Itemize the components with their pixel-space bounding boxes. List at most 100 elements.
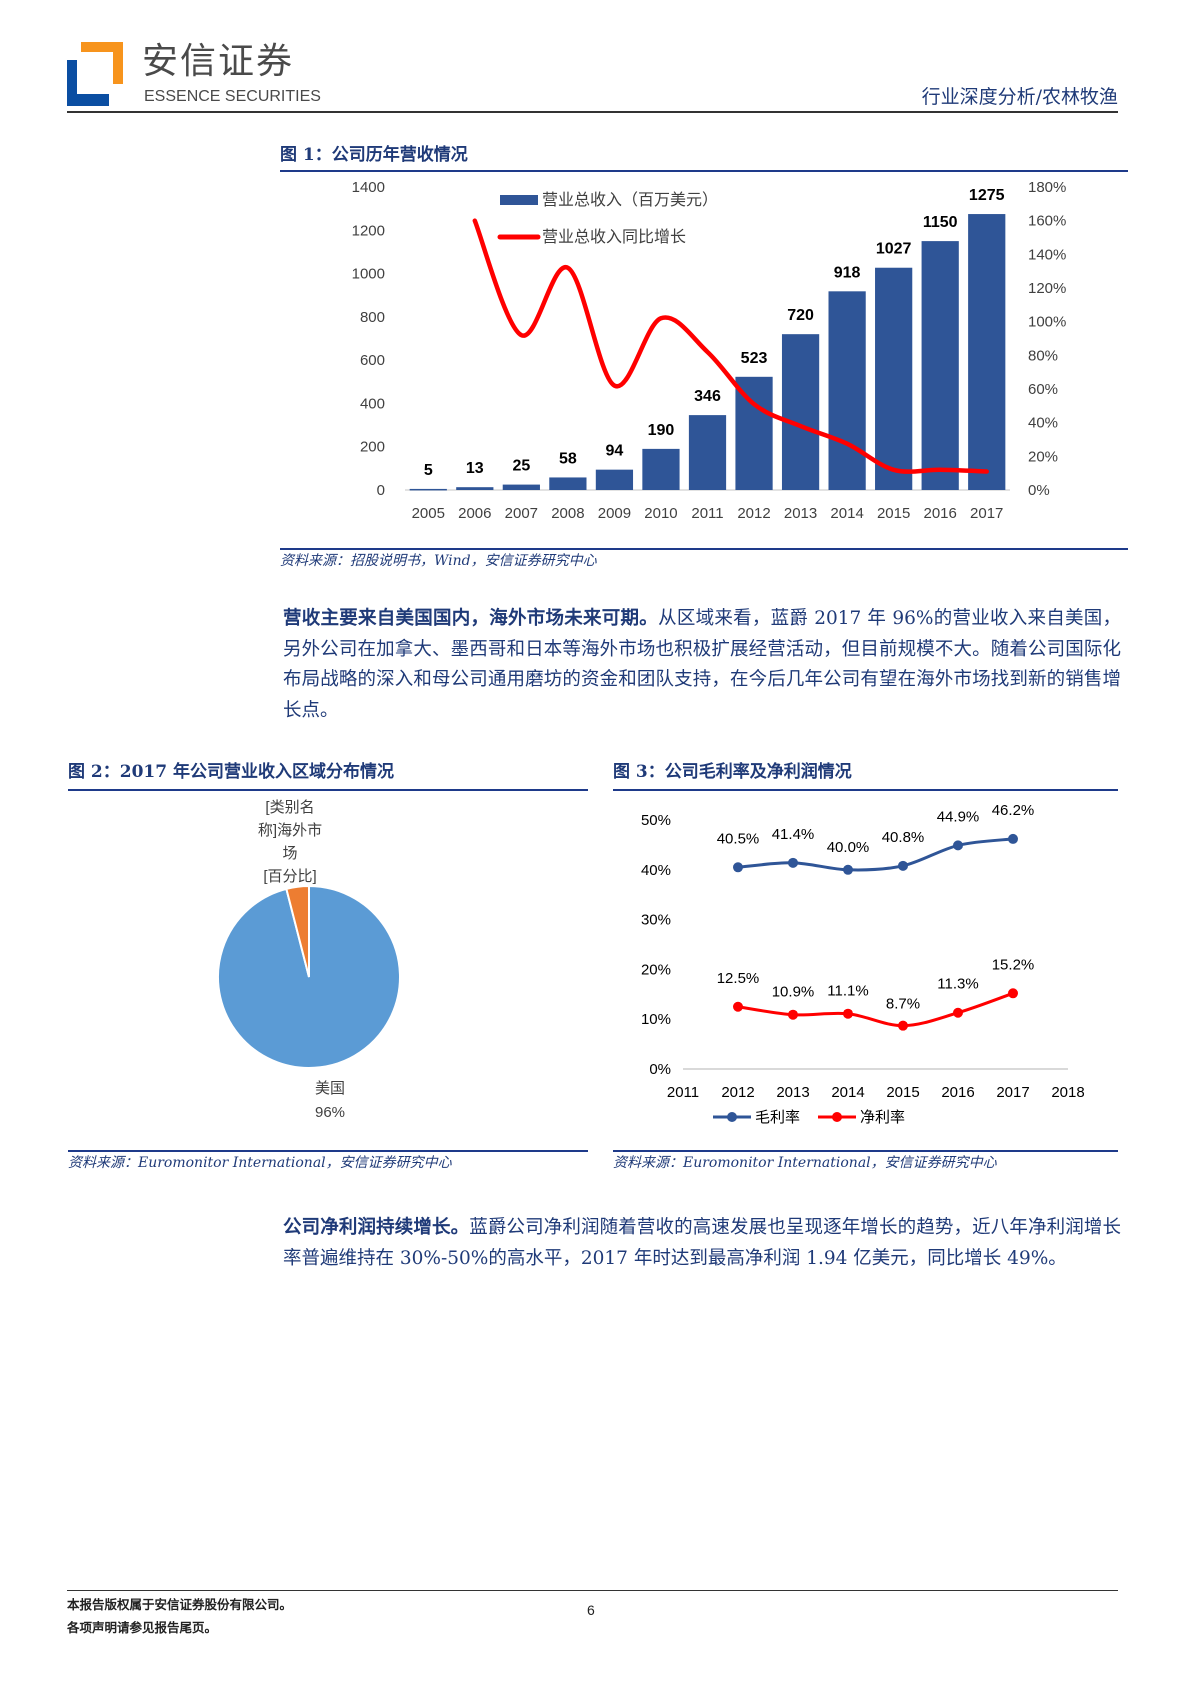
y2-tick-label: 80% bbox=[1028, 347, 1058, 364]
revenue-bar bbox=[875, 267, 913, 490]
data-point bbox=[843, 1008, 853, 1019]
bar-data-label: 58 bbox=[559, 450, 577, 467]
page-number: 6 bbox=[587, 1602, 595, 1618]
fig2-source: 资料来源：Euromonitor International，安信证券研究中心 bbox=[68, 1155, 452, 1171]
bar-data-label: 94 bbox=[606, 443, 624, 460]
logo-icon bbox=[67, 42, 123, 106]
fig1-title-rule bbox=[280, 170, 1128, 172]
x-tick-label: 2017 bbox=[996, 1084, 1029, 1101]
y2-tick-label: 120% bbox=[1028, 280, 1066, 297]
x-tick-label: 2013 bbox=[784, 505, 817, 522]
data-label: 40.0% bbox=[827, 839, 870, 856]
pie-label-overseas: [类别名 bbox=[265, 799, 314, 816]
y-tick-label: 1000 bbox=[352, 266, 385, 283]
y-tick-label: 800 bbox=[360, 309, 385, 326]
y-tick-label: 10% bbox=[641, 1011, 671, 1028]
bar-data-label: 5 bbox=[424, 462, 433, 479]
bar-data-label: 1027 bbox=[876, 241, 912, 258]
y-tick-label: 1400 bbox=[352, 179, 385, 196]
bar-data-label: 1150 bbox=[923, 214, 958, 231]
revenue-chart: 0 200 400 600 800 1000 1200 1400 0% 20% 40% 60% 80% 1… bbox=[352, 179, 1067, 522]
fig2-source-rule bbox=[68, 1150, 588, 1152]
growth-line bbox=[472, 218, 989, 474]
x-tick-label: 2015 bbox=[886, 1084, 919, 1101]
x-tick-label: 2008 bbox=[551, 505, 584, 522]
fig1-source: 资料来源：招股说明书，Wind，安信证券研究中心 bbox=[280, 553, 597, 569]
data-point bbox=[788, 857, 798, 868]
x-tick-label: 2005 bbox=[412, 505, 445, 522]
x-tick-label: 2010 bbox=[644, 505, 677, 522]
pie-value-us: 96% bbox=[315, 1104, 345, 1121]
revenue-bar bbox=[735, 376, 773, 490]
section-label: 行业深度分析/农林牧渔 bbox=[921, 86, 1118, 108]
y2-tick-label: 40% bbox=[1028, 415, 1058, 432]
x-tick-label: 2013 bbox=[776, 1084, 809, 1101]
legend-line-label: 营业总收入同比增长 bbox=[542, 228, 686, 246]
bar-data-label: 1275 bbox=[969, 187, 1005, 204]
x-tick-label: 2016 bbox=[941, 1084, 974, 1101]
bar-data-label: 13 bbox=[466, 460, 484, 477]
bar-data-label: 720 bbox=[787, 307, 814, 324]
x-tick-label: 2012 bbox=[737, 505, 770, 522]
x-tick-label: 2014 bbox=[830, 505, 863, 522]
legend-bar-swatch bbox=[500, 195, 538, 205]
revenue-bar bbox=[502, 484, 540, 490]
data-point bbox=[1008, 988, 1018, 999]
data-label: 8.7% bbox=[886, 996, 920, 1013]
y2-tick-label: 60% bbox=[1028, 381, 1058, 398]
x-tick-label: 2011 bbox=[667, 1084, 699, 1101]
x-tick-label: 2014 bbox=[831, 1084, 864, 1101]
footer-copyright: 本报告版权属于安信证券股份有限公司。 bbox=[67, 1597, 293, 1612]
pie-label-overseas: [百分比] bbox=[263, 868, 316, 885]
bar-data-label: 190 bbox=[648, 422, 675, 439]
data-label: 10.9% bbox=[772, 984, 815, 1001]
gross-margin-line bbox=[737, 837, 1014, 872]
pie-slice bbox=[285, 884, 310, 978]
y-tick-label: 0 bbox=[377, 482, 385, 499]
y-tick-label: 400 bbox=[360, 395, 385, 412]
revenue-bar bbox=[409, 488, 447, 491]
y-tick-label: 50% bbox=[641, 812, 671, 829]
legend-bar-label: 营业总收入（百万美元） bbox=[542, 191, 718, 209]
y2-tick-label: 100% bbox=[1028, 314, 1066, 331]
paragraph-2-lead: 公司净利润持续增长。 bbox=[283, 1217, 470, 1238]
bar-data-label: 918 bbox=[834, 264, 861, 281]
data-label: 11.3% bbox=[937, 976, 978, 993]
data-point bbox=[953, 840, 963, 851]
logo-text-en: ESSENCE SECURITIES bbox=[144, 88, 321, 105]
paragraph-1: 营收主要来自美国国内，海外市场未来可期。从区域来看，蓝爵 2017 年 96%的… bbox=[283, 604, 1121, 726]
bar-data-label: 346 bbox=[694, 388, 721, 405]
y2-tick-label: 180% bbox=[1028, 179, 1066, 196]
data-label: 44.9% bbox=[937, 808, 980, 825]
data-point bbox=[898, 860, 908, 871]
data-point bbox=[733, 1001, 743, 1012]
y2-tick-label: 20% bbox=[1028, 448, 1058, 465]
x-tick-label: 2007 bbox=[505, 505, 538, 522]
pie-label-us: 美国 bbox=[315, 1080, 345, 1097]
x-tick-label: 2018 bbox=[1051, 1084, 1084, 1101]
logo-text-cn: 安信证券 bbox=[142, 41, 295, 82]
pie-label-overseas: 称]海外市 bbox=[258, 822, 322, 839]
header-rule bbox=[67, 111, 1118, 113]
data-label: 46.2% bbox=[992, 802, 1035, 819]
data-point bbox=[788, 1009, 798, 1020]
x-tick-label: 2016 bbox=[924, 505, 957, 522]
footer-rule bbox=[67, 1590, 1118, 1591]
data-point bbox=[843, 864, 853, 875]
y-tick-label: 200 bbox=[360, 439, 385, 456]
y-tick-label: 1200 bbox=[352, 222, 385, 239]
x-tick-label: 2011 bbox=[691, 505, 723, 522]
data-point bbox=[953, 1007, 963, 1018]
y-tick-label: 0% bbox=[649, 1061, 671, 1078]
legend-marker bbox=[727, 1112, 737, 1122]
fig3-title: 图 3：公司毛利率及净利润情况 bbox=[613, 762, 852, 782]
y2-tick-label: 140% bbox=[1028, 246, 1066, 263]
fig2-title: 图 2：2017 年公司营业收入区域分布情况 bbox=[68, 762, 394, 782]
x-tick-label: 2012 bbox=[721, 1084, 754, 1101]
y-tick-label: 20% bbox=[641, 961, 671, 978]
legend-marker bbox=[832, 1112, 842, 1122]
data-label: 11.1% bbox=[827, 983, 868, 1000]
pie-label-overseas: 场 bbox=[282, 845, 297, 862]
revenue-bar bbox=[549, 477, 587, 490]
